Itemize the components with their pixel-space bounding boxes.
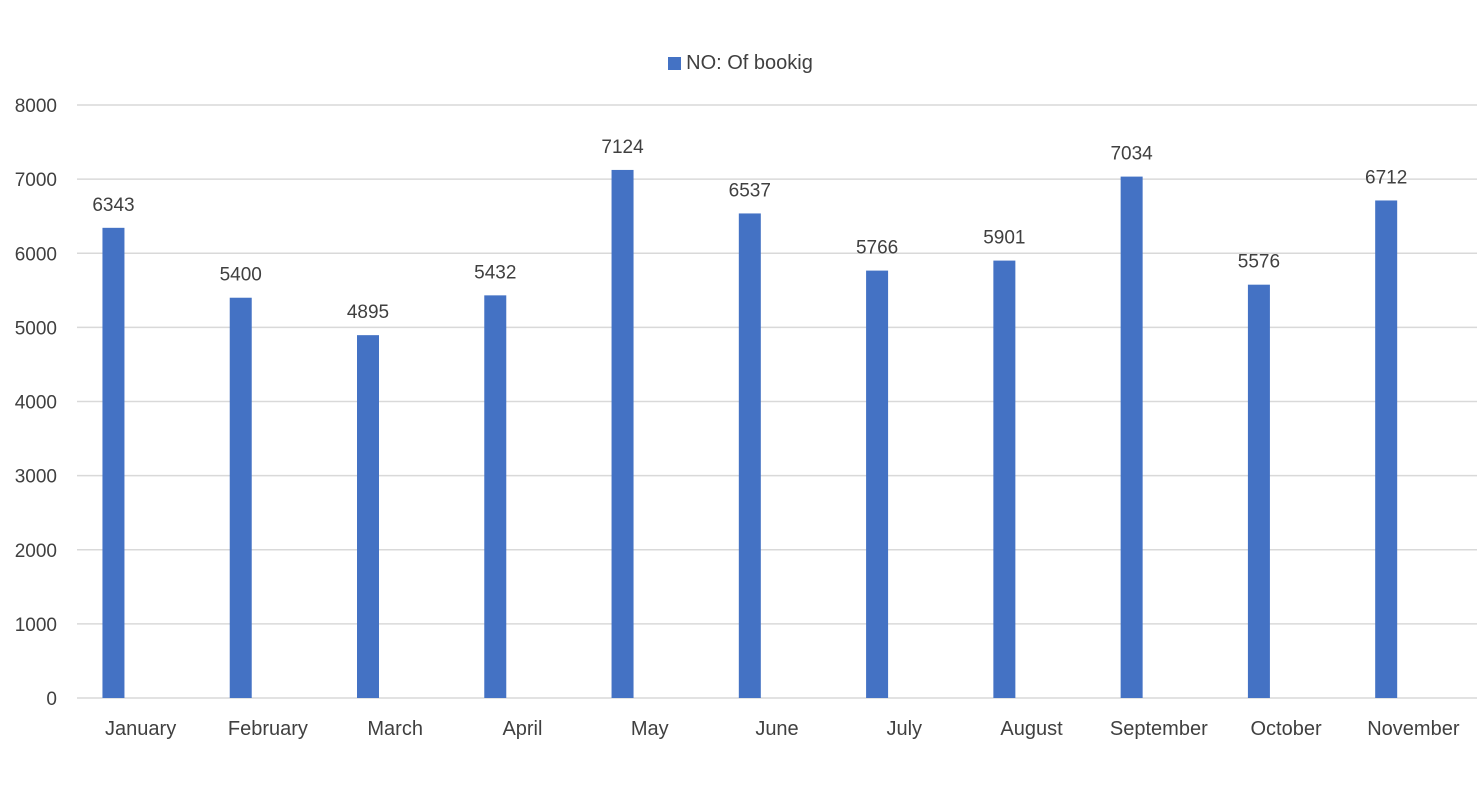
x-category-label: January xyxy=(105,718,176,740)
y-tick-label: 1000 xyxy=(15,615,57,636)
bar-november xyxy=(1375,200,1398,698)
bar-june xyxy=(738,213,761,698)
y-tick-label: 5000 xyxy=(15,318,57,339)
bar-march xyxy=(357,335,379,698)
bar-april xyxy=(484,295,507,698)
bar-february xyxy=(229,297,252,698)
x-category-label: May xyxy=(631,718,669,740)
data-label: 7034 xyxy=(1110,144,1153,165)
bar-october xyxy=(1247,284,1270,698)
legend-label: NO: Of bookig xyxy=(686,52,813,74)
x-category-label: August xyxy=(1000,718,1063,740)
data-label: 5400 xyxy=(220,265,262,286)
data-label: 4895 xyxy=(347,302,389,323)
y-tick-label: 6000 xyxy=(15,244,57,265)
data-label: 6343 xyxy=(92,195,134,216)
x-category-label: March xyxy=(367,718,423,740)
y-tick-label: 8000 xyxy=(15,96,57,117)
bar-july xyxy=(866,270,889,698)
data-label: 7124 xyxy=(601,137,644,158)
bar-may xyxy=(611,169,634,699)
x-axis-categories: January February March April May June July Augu… xyxy=(105,718,1460,740)
bar-september xyxy=(1120,176,1143,699)
data-label: 5901 xyxy=(983,228,1025,249)
legend: NO: Of bookig xyxy=(0,52,1481,75)
bar-january xyxy=(102,227,125,698)
y-axis-ticks: 0 1000 2000 3000 4000 5000 6000 7000 8000 xyxy=(15,96,57,710)
y-tick-label: 3000 xyxy=(15,467,57,488)
x-category-label: November xyxy=(1367,718,1460,740)
legend-swatch xyxy=(668,57,682,70)
x-category-label: June xyxy=(755,718,798,740)
data-label: 5432 xyxy=(474,262,516,283)
bars xyxy=(102,169,1398,699)
data-label: 6712 xyxy=(1365,167,1407,188)
y-tick-label: 2000 xyxy=(15,541,57,562)
x-category-label: April xyxy=(502,718,542,740)
y-tick-label: 0 xyxy=(46,689,57,710)
y-tick-label: 4000 xyxy=(15,393,57,414)
data-label: 5766 xyxy=(856,238,898,259)
y-tick-label: 7000 xyxy=(15,170,57,191)
data-label: 5576 xyxy=(1238,252,1280,273)
x-category-label: October xyxy=(1251,718,1322,740)
x-category-label: July xyxy=(886,718,922,740)
x-category-label: September xyxy=(1110,718,1208,740)
bar-august xyxy=(993,260,1016,698)
data-label: 6537 xyxy=(729,180,771,201)
data-labels: 6343 5400 4895 5432 7124 6537 5766 5901 7034 5576… xyxy=(92,137,1407,323)
gridlines xyxy=(77,104,1477,699)
x-category-label: February xyxy=(228,718,308,740)
